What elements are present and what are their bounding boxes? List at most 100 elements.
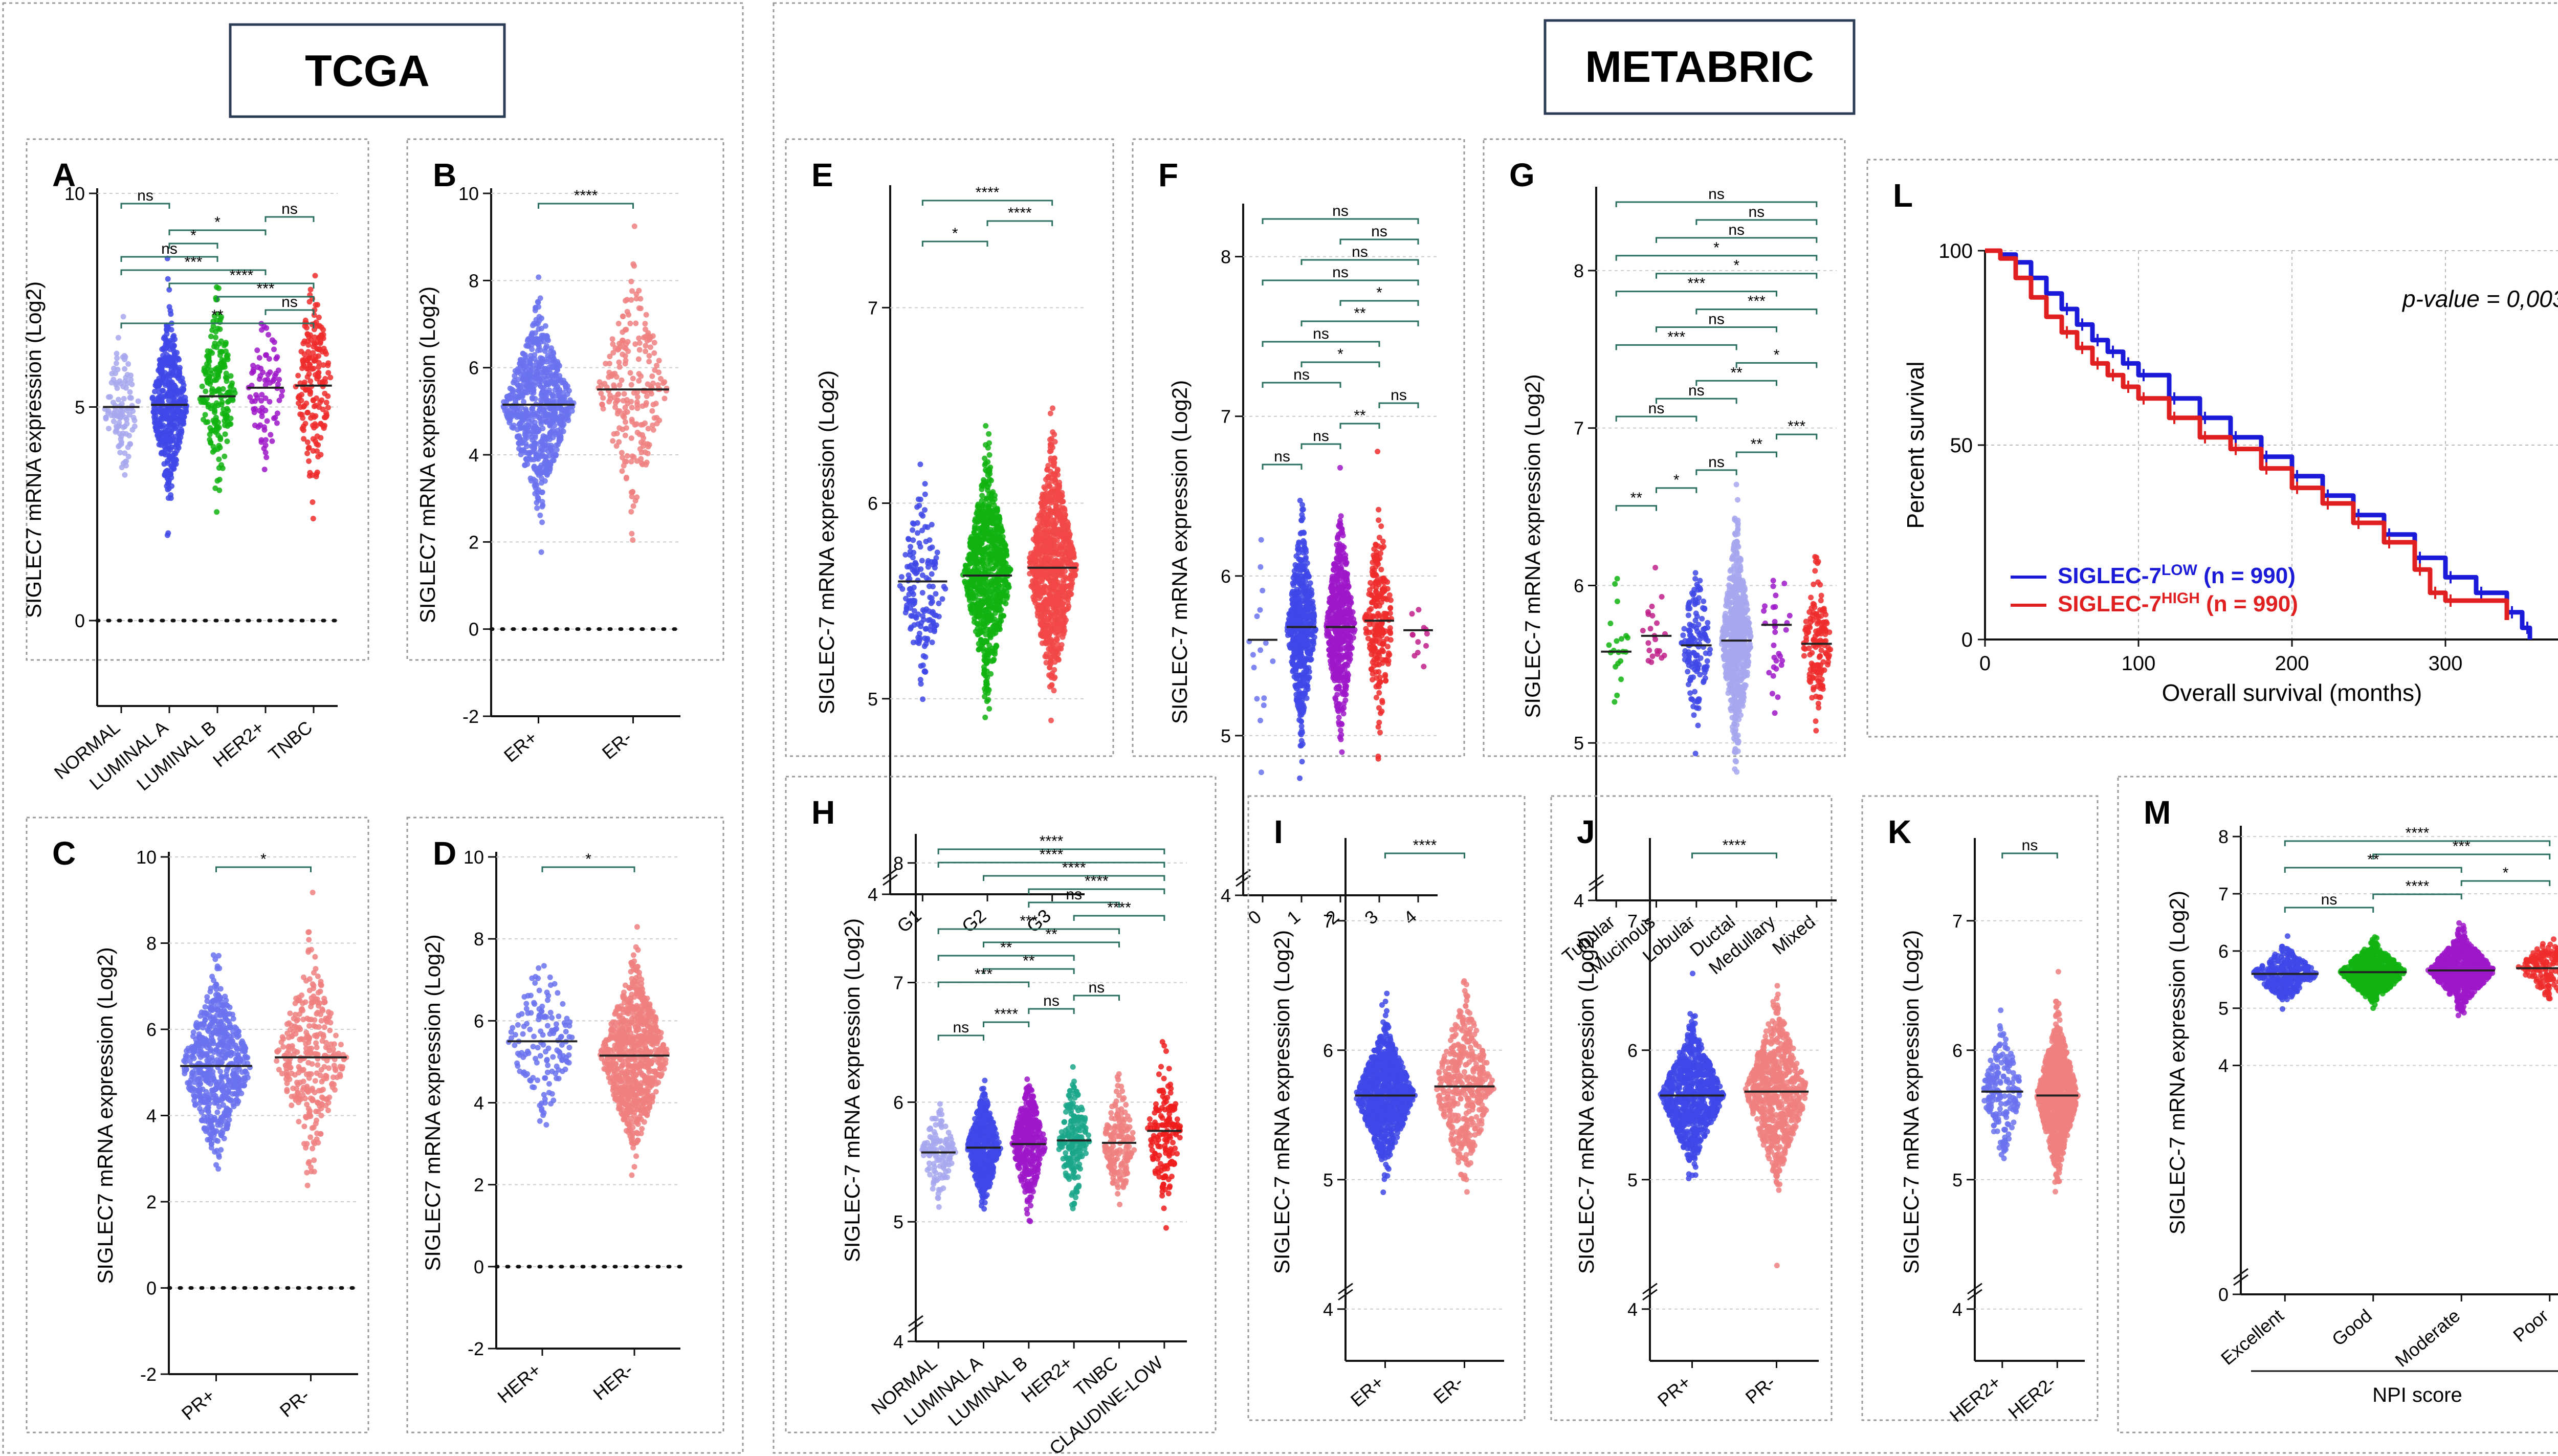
data-point bbox=[285, 1034, 292, 1041]
data-point bbox=[289, 1102, 295, 1108]
data-point bbox=[203, 388, 209, 394]
data-point bbox=[567, 1019, 573, 1025]
data-point bbox=[119, 465, 125, 471]
data-point bbox=[311, 1157, 317, 1163]
data-point bbox=[322, 379, 328, 385]
data-point bbox=[540, 502, 546, 508]
data-point bbox=[223, 1113, 229, 1119]
data-point bbox=[651, 1036, 657, 1043]
data-point bbox=[323, 400, 329, 406]
y-tick-label: 6 bbox=[474, 1010, 484, 1031]
data-point bbox=[124, 371, 130, 378]
data-point bbox=[633, 1006, 639, 1012]
data-point bbox=[125, 361, 131, 367]
data-point bbox=[541, 1092, 547, 1098]
significance-label: * bbox=[260, 851, 267, 868]
data-point bbox=[980, 510, 986, 516]
data-point bbox=[207, 431, 213, 437]
data-point bbox=[622, 405, 628, 411]
data-point bbox=[103, 415, 109, 422]
data-point bbox=[610, 1019, 616, 1025]
data-point bbox=[917, 544, 923, 550]
data-point bbox=[1003, 548, 1009, 555]
data-point bbox=[232, 1080, 238, 1087]
data-point bbox=[621, 1017, 627, 1023]
data-point bbox=[212, 956, 218, 962]
data-point bbox=[168, 454, 174, 460]
data-point bbox=[910, 527, 916, 533]
data-point bbox=[160, 415, 166, 421]
data-point bbox=[994, 561, 999, 567]
data-point bbox=[271, 346, 277, 352]
data-point bbox=[642, 1099, 648, 1106]
data-point bbox=[279, 388, 285, 394]
data-point bbox=[123, 462, 129, 469]
data-point bbox=[526, 455, 533, 461]
data-point bbox=[338, 1042, 344, 1048]
data-point bbox=[621, 462, 627, 469]
data-point bbox=[192, 1093, 197, 1099]
data-point bbox=[190, 1029, 196, 1035]
data-point bbox=[627, 985, 633, 991]
data-point bbox=[516, 434, 522, 440]
data-point bbox=[645, 450, 651, 456]
data-point bbox=[302, 1114, 308, 1120]
data-point bbox=[207, 1012, 213, 1019]
data-point bbox=[566, 411, 572, 417]
data-point bbox=[906, 536, 911, 542]
data-point bbox=[643, 326, 648, 333]
data-point bbox=[312, 1140, 318, 1146]
data-point bbox=[269, 438, 275, 444]
data-point bbox=[537, 512, 543, 518]
data-point bbox=[116, 396, 121, 403]
y-axis-label: SIGLEC7 mRNA expression (Log2) bbox=[21, 281, 46, 618]
data-point bbox=[612, 1010, 619, 1016]
y-tick-label: 10 bbox=[136, 847, 157, 868]
data-point bbox=[528, 443, 534, 449]
data-point bbox=[306, 355, 312, 361]
data-point bbox=[211, 1077, 217, 1083]
data-point bbox=[515, 413, 521, 419]
data-point bbox=[537, 295, 543, 301]
data-point bbox=[623, 298, 628, 304]
data-point bbox=[224, 1126, 230, 1132]
data-point bbox=[261, 467, 268, 473]
data-point bbox=[907, 548, 913, 555]
data-point bbox=[124, 380, 130, 386]
data-point bbox=[925, 560, 931, 566]
data-point bbox=[512, 368, 518, 374]
data-point bbox=[609, 1026, 615, 1032]
data-point bbox=[631, 1075, 637, 1081]
data-point bbox=[629, 288, 635, 294]
data-point bbox=[620, 351, 626, 358]
data-point bbox=[985, 484, 991, 490]
data-point bbox=[219, 411, 226, 417]
data-point bbox=[296, 1064, 302, 1070]
data-point bbox=[304, 1182, 311, 1188]
data-point bbox=[234, 1075, 240, 1082]
data-point bbox=[317, 399, 323, 405]
data-point bbox=[215, 432, 221, 438]
data-point bbox=[268, 432, 274, 438]
data-point bbox=[135, 398, 141, 404]
data-point bbox=[557, 378, 563, 384]
data-point bbox=[636, 1011, 643, 1018]
category-label: HER- bbox=[589, 1359, 637, 1404]
data-point bbox=[535, 975, 541, 981]
data-point bbox=[621, 1022, 627, 1028]
data-point bbox=[531, 1085, 537, 1090]
data-point bbox=[130, 408, 136, 414]
data-point bbox=[300, 415, 306, 421]
data-point bbox=[284, 1021, 290, 1027]
data-point bbox=[209, 1123, 215, 1130]
data-point bbox=[610, 371, 616, 377]
data-point bbox=[326, 1013, 333, 1020]
data-point bbox=[624, 308, 630, 315]
data-point bbox=[507, 385, 513, 391]
data-point bbox=[620, 1006, 626, 1012]
data-point bbox=[535, 321, 541, 326]
data-point bbox=[168, 327, 174, 333]
data-point bbox=[217, 986, 224, 992]
data-point bbox=[263, 454, 270, 460]
